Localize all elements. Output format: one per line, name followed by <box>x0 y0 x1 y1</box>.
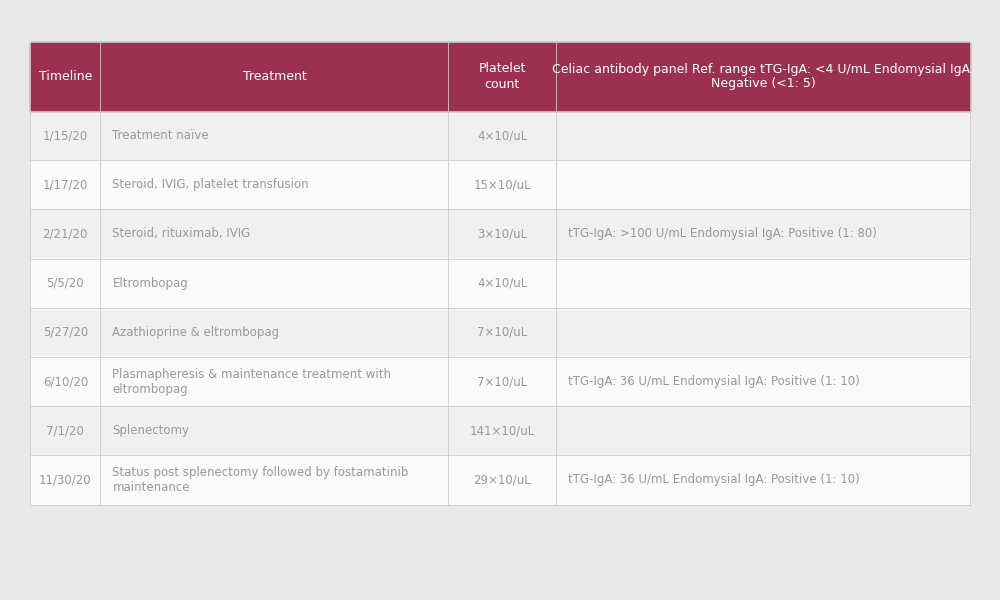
Text: 2/21/20: 2/21/20 <box>43 227 88 241</box>
Text: tTG-IgA: >100 U/mL Endomysial IgA: Positive (1: 80): tTG-IgA: >100 U/mL Endomysial IgA: Posit… <box>568 227 877 241</box>
Text: tTG-IgA: 36 U/mL Endomysial IgA: Positive (1: 10): tTG-IgA: 36 U/mL Endomysial IgA: Positiv… <box>568 375 860 388</box>
Text: 7×10/uL: 7×10/uL <box>477 375 527 388</box>
Bar <box>30 259 970 308</box>
Text: 5/27/20: 5/27/20 <box>43 326 88 339</box>
Text: Azathioprine & eltrombopag: Azathioprine & eltrombopag <box>112 326 280 339</box>
Bar <box>30 209 970 259</box>
Text: 7/1/20: 7/1/20 <box>46 424 84 437</box>
Text: 3×10/uL: 3×10/uL <box>477 227 527 241</box>
Text: Steroid, rituximab, IVIG: Steroid, rituximab, IVIG <box>112 227 251 241</box>
Text: 141×10/uL: 141×10/uL <box>470 424 535 437</box>
Text: Splenectomy: Splenectomy <box>112 424 190 437</box>
Bar <box>30 406 970 455</box>
Text: Status post splenectomy followed by fostamatinib
maintenance: Status post splenectomy followed by fost… <box>112 466 409 494</box>
Bar <box>30 160 970 209</box>
Bar <box>30 42 970 505</box>
Bar <box>30 455 970 505</box>
Text: Plasmapheresis & maintenance treatment with
eltrombopag: Plasmapheresis & maintenance treatment w… <box>112 368 392 395</box>
Text: Platelet
count: Platelet count <box>479 62 526 91</box>
Text: Celiac antibody panel Ref. range tTG-IgA: <4 U/mL Endomysial IgA:
Negative (<1: : Celiac antibody panel Ref. range tTG-IgA… <box>552 62 974 91</box>
Text: 5/5/20: 5/5/20 <box>46 277 84 290</box>
Text: 15×10/uL: 15×10/uL <box>474 178 531 191</box>
Text: tTG-IgA: 36 U/mL Endomysial IgA: Positive (1: 10): tTG-IgA: 36 U/mL Endomysial IgA: Positiv… <box>568 473 860 487</box>
Text: 7×10/uL: 7×10/uL <box>477 326 527 339</box>
Text: 29×10/uL: 29×10/uL <box>473 473 531 487</box>
Bar <box>30 111 970 160</box>
Text: Treatment: Treatment <box>243 70 306 83</box>
Text: 1/17/20: 1/17/20 <box>43 178 88 191</box>
Bar <box>30 357 970 406</box>
Text: 6/10/20: 6/10/20 <box>43 375 88 388</box>
Bar <box>30 42 970 111</box>
Text: 4×10/uL: 4×10/uL <box>477 277 527 290</box>
Text: 4×10/uL: 4×10/uL <box>477 129 527 142</box>
Text: 1/15/20: 1/15/20 <box>43 129 88 142</box>
Text: Steroid, IVIG, platelet transfusion: Steroid, IVIG, platelet transfusion <box>112 178 309 191</box>
Bar <box>30 308 970 357</box>
Text: Treatment naïve: Treatment naïve <box>112 129 209 142</box>
Text: 11/30/20: 11/30/20 <box>39 473 92 487</box>
Text: Timeline: Timeline <box>39 70 92 83</box>
Text: Eltrombopag: Eltrombopag <box>112 277 188 290</box>
